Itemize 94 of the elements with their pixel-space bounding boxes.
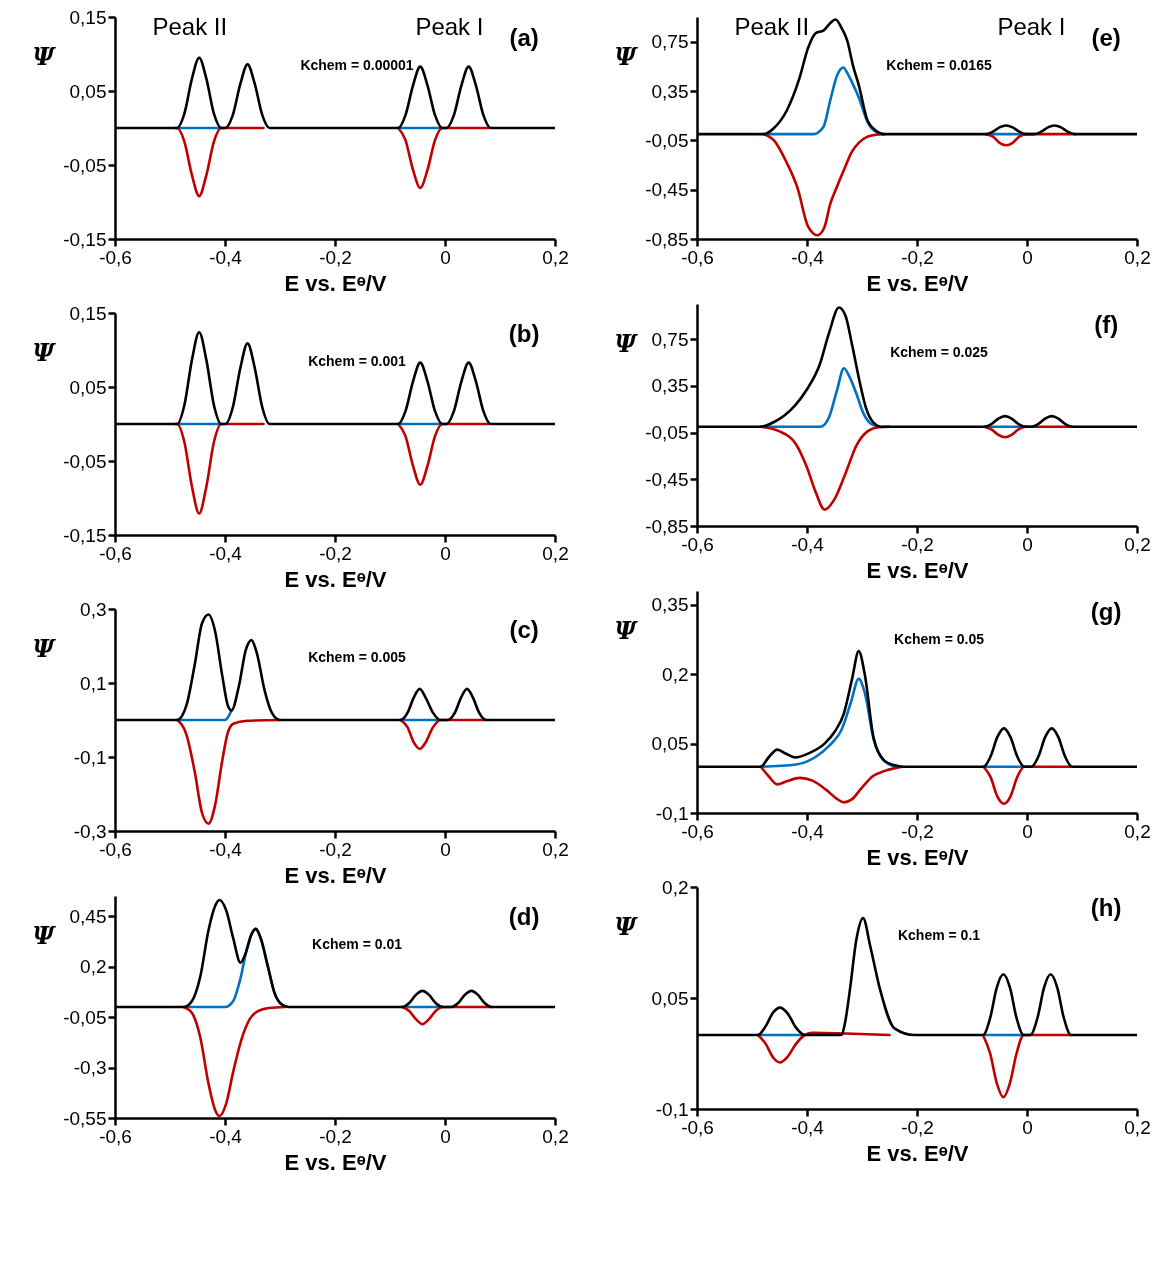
y-tick-label: -0,05 — [645, 422, 689, 444]
y-axis-title: Ψ — [32, 920, 57, 950]
x-tick-label: 0,2 — [1124, 246, 1151, 268]
y-tick-label: -0,05 — [63, 450, 107, 472]
annotation: (e) — [1091, 24, 1121, 52]
x-tick-label: -0,4 — [209, 246, 243, 268]
annotation: (f) — [1094, 311, 1119, 339]
annotation: Peak II — [152, 13, 228, 41]
x-tick-label: -0,2 — [901, 1116, 934, 1138]
x-tick-label: 0 — [1022, 246, 1033, 268]
annotation: Kchem = 0.005 — [308, 648, 407, 665]
annotation: (g) — [1090, 598, 1122, 626]
x-tick-label: 0,2 — [1124, 533, 1151, 555]
y-axis-title: Ψ — [614, 41, 639, 71]
x-tick-label: -0,2 — [319, 246, 352, 268]
y-tick-label: 0,75 — [651, 328, 689, 350]
y-tick-label: 0,15 — [69, 302, 107, 324]
x-tick-label: 0,2 — [542, 542, 569, 564]
y-tick-label: -0,45 — [645, 468, 689, 490]
x-tick-label: -0,4 — [791, 533, 825, 555]
y-tick-label: 0,15 — [69, 6, 107, 28]
y-axis-title: Ψ — [32, 41, 57, 71]
x-tick-label: 0 — [440, 1125, 451, 1147]
annotation: Peak I — [997, 13, 1066, 41]
x-tick-label: -0,2 — [319, 1125, 352, 1147]
x-tick-label: -0,4 — [209, 1125, 243, 1147]
y-tick-label: 0,45 — [69, 905, 107, 927]
x-tick-label: -0,4 — [209, 542, 243, 564]
y-axis-title: Ψ — [32, 633, 57, 663]
y-tick-label: -0,05 — [63, 1006, 107, 1028]
annotation: (h) — [1090, 894, 1122, 922]
annotation: Kchem = 0.01 — [312, 935, 403, 952]
y-tick-label: 0,2 — [662, 876, 689, 898]
y-axis-title: Ψ — [614, 911, 639, 941]
y-tick-label: 0,2 — [662, 663, 689, 685]
x-tick-label: 0,2 — [542, 838, 569, 860]
y-axis-title: Ψ — [614, 615, 639, 645]
x-tick-label: -0,4 — [791, 1116, 825, 1138]
x-tick-label: -0,2 — [901, 246, 934, 268]
annotation: Kchem = 0.00001 — [300, 56, 414, 73]
x-tick-label: -0,4 — [791, 246, 825, 268]
y-axis-title: Ψ — [32, 337, 57, 367]
y-tick-label: 0,1 — [80, 672, 107, 694]
x-tick-label: -0,2 — [901, 533, 934, 555]
y-tick-label: 0,75 — [651, 31, 689, 53]
x-tick-label: 0 — [440, 542, 451, 564]
annotation: (d) — [508, 903, 540, 931]
y-tick-label: 0,2 — [80, 956, 107, 978]
y-axis-title: Ψ — [614, 328, 639, 358]
y-tick-label: 0,05 — [69, 376, 107, 398]
annotation: (a) — [509, 24, 539, 52]
x-tick-label: 0 — [1022, 1116, 1033, 1138]
y-tick-label: 0,05 — [69, 80, 107, 102]
y-tick-label: 0,35 — [651, 594, 689, 616]
x-tick-label: -0,2 — [901, 820, 934, 842]
x-tick-label: 0 — [440, 838, 451, 860]
x-tick-label: 0,2 — [542, 1125, 569, 1147]
annotation: (b) — [508, 320, 540, 348]
y-tick-label: -0,3 — [73, 1057, 107, 1079]
y-tick-label: 0,3 — [80, 598, 107, 620]
x-axis-title: E vs. Eᶱ/V — [866, 270, 969, 296]
y-tick-label: -0,1 — [73, 746, 107, 768]
x-tick-label: -0,4 — [791, 820, 825, 842]
y-tick-label: 0,35 — [651, 80, 689, 102]
x-axis-title: E vs. Eᶱ/V — [284, 1149, 387, 1175]
x-axis-title: E vs. Eᶱ/V — [866, 844, 969, 870]
annotation: Kchem = 0.001 — [308, 352, 407, 369]
annotation: Kchem = 0.025 — [890, 343, 989, 360]
x-tick-label: 0 — [440, 246, 451, 268]
annotation: Peak II — [734, 13, 810, 41]
x-tick-label: -0,2 — [319, 838, 352, 860]
annotation: (c) — [509, 616, 539, 644]
x-tick-label: 0 — [1022, 820, 1033, 842]
annotation: Peak I — [415, 13, 484, 41]
x-axis-title: E vs. Eᶱ/V — [284, 862, 387, 888]
annotation: Kchem = 0.05 — [894, 630, 985, 647]
x-tick-label: 0,2 — [542, 246, 569, 268]
x-axis-title: E vs. Eᶱ/V — [866, 557, 969, 583]
y-tick-label: 0,05 — [651, 987, 689, 1009]
y-tick-label: -0,05 — [63, 154, 107, 176]
x-tick-label: 0 — [1022, 533, 1033, 555]
x-axis-title: E vs. Eᶱ/V — [866, 1140, 969, 1166]
annotation: Kchem = 0.0165 — [886, 56, 992, 73]
x-tick-label: 0,2 — [1124, 1116, 1151, 1138]
y-tick-label: 0,05 — [651, 733, 689, 755]
x-tick-label: 0,2 — [1124, 820, 1151, 842]
x-tick-label: -0,4 — [209, 838, 243, 860]
y-tick-label: 0,35 — [651, 375, 689, 397]
annotation: Kchem = 0.1 — [897, 926, 981, 943]
x-tick-label: -0,2 — [319, 542, 352, 564]
y-tick-label: -0,05 — [645, 129, 689, 151]
y-tick-label: -0,45 — [645, 179, 689, 201]
x-axis-title: E vs. Eᶱ/V — [284, 566, 387, 592]
x-axis-title: E vs. Eᶱ/V — [284, 270, 387, 296]
